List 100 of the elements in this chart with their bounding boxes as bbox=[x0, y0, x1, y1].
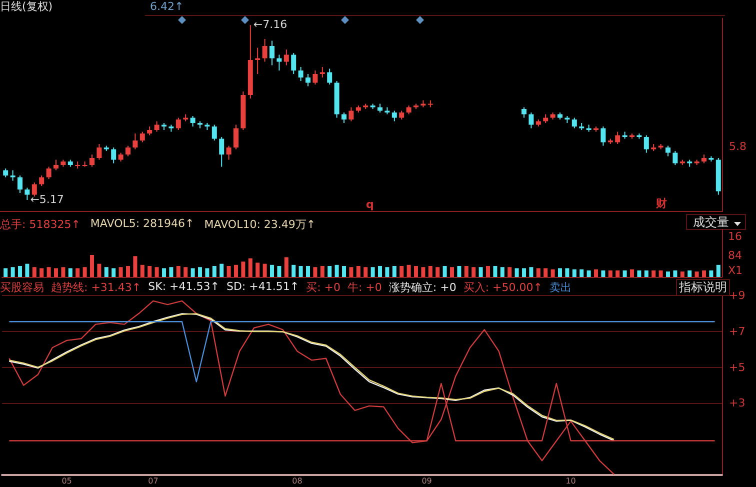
x-tick-label: 07 bbox=[148, 476, 158, 486]
bar bbox=[709, 270, 714, 277]
annotation: 牛: +0 bbox=[347, 280, 382, 295]
bar bbox=[493, 266, 498, 277]
bar bbox=[550, 269, 555, 277]
annotation: 指标说明 bbox=[679, 280, 727, 294]
candlestick bbox=[672, 150, 678, 166]
candlestick bbox=[90, 154, 94, 168]
candlestick bbox=[39, 175, 44, 186]
candlestick bbox=[615, 131, 620, 144]
bar bbox=[601, 270, 606, 277]
bar bbox=[508, 267, 512, 277]
bar bbox=[565, 268, 570, 277]
annotation: 买: +0 bbox=[306, 280, 340, 295]
bar bbox=[464, 266, 468, 277]
bar bbox=[40, 268, 44, 277]
bar bbox=[190, 268, 195, 277]
bar bbox=[572, 269, 576, 277]
bar bbox=[284, 257, 288, 277]
bar bbox=[118, 267, 123, 277]
candlestick bbox=[270, 40, 274, 66]
bar bbox=[421, 267, 426, 277]
bar bbox=[406, 264, 411, 277]
bar bbox=[442, 266, 447, 277]
candlestick bbox=[276, 54, 282, 71]
annotation: 卖出 bbox=[549, 280, 572, 295]
bar bbox=[694, 272, 699, 277]
bar bbox=[472, 267, 476, 277]
candlestick bbox=[140, 131, 145, 143]
bar bbox=[313, 267, 318, 277]
bar bbox=[370, 267, 375, 277]
candlestick bbox=[392, 110, 397, 122]
bar bbox=[176, 266, 180, 277]
text: MAVOL10: 23.49万↑ bbox=[204, 217, 316, 232]
bar bbox=[392, 266, 396, 277]
bar bbox=[378, 266, 382, 277]
bar bbox=[126, 266, 130, 277]
x-tick-label: 09 bbox=[422, 476, 432, 486]
candlestick bbox=[132, 133, 138, 150]
bar bbox=[457, 266, 462, 277]
bar bbox=[349, 267, 354, 277]
bar bbox=[205, 268, 210, 277]
bar bbox=[328, 266, 332, 277]
x-tick-label: 10 bbox=[566, 476, 576, 486]
bar bbox=[162, 268, 166, 277]
bar bbox=[298, 266, 303, 277]
bar bbox=[450, 267, 454, 277]
bar bbox=[385, 267, 390, 277]
bar bbox=[666, 272, 670, 277]
bar bbox=[522, 268, 526, 277]
candlestick bbox=[342, 112, 346, 124]
annotation: SK: +41.53↑ bbox=[148, 280, 220, 295]
candlestick bbox=[46, 166, 52, 180]
bar bbox=[529, 267, 534, 277]
bar bbox=[104, 267, 108, 277]
text: 总手: 518325↑ bbox=[0, 217, 80, 232]
y-tick-label: +3 bbox=[729, 396, 746, 410]
bar bbox=[169, 267, 174, 277]
bar bbox=[716, 264, 720, 277]
candlestick bbox=[126, 145, 130, 157]
bar bbox=[90, 255, 94, 277]
bar bbox=[400, 266, 404, 277]
candlestick bbox=[96, 144, 102, 160]
candlestick bbox=[348, 106, 354, 122]
bar bbox=[630, 269, 634, 277]
candlestick bbox=[312, 70, 318, 85]
bar bbox=[580, 269, 584, 277]
bar bbox=[97, 264, 102, 277]
candlestick bbox=[212, 124, 217, 141]
bar bbox=[220, 264, 224, 277]
candlestick bbox=[327, 68, 332, 85]
bar bbox=[234, 264, 238, 277]
annotation: ←5.17 bbox=[30, 193, 64, 207]
annotation: 涨势确立: +0 bbox=[388, 280, 456, 295]
annotation: 趋势线: +31.43↑ bbox=[51, 280, 142, 295]
candlestick bbox=[306, 74, 310, 87]
bar bbox=[622, 270, 627, 277]
bar bbox=[414, 266, 418, 277]
candlestick bbox=[262, 38, 268, 62]
candlestick bbox=[528, 112, 534, 129]
bar bbox=[334, 264, 339, 277]
candlestick bbox=[219, 136, 224, 168]
candlestick bbox=[54, 159, 58, 171]
candlestick bbox=[298, 66, 304, 82]
bar bbox=[241, 262, 246, 277]
candlestick bbox=[10, 170, 16, 182]
bar bbox=[320, 266, 324, 277]
bar bbox=[248, 258, 252, 277]
bar bbox=[644, 270, 648, 277]
bar bbox=[688, 270, 692, 277]
bar bbox=[4, 268, 8, 277]
candlestick bbox=[284, 49, 289, 66]
text: 6.42↑ bbox=[150, 0, 184, 14]
text: MAVOL5: 281946↑ bbox=[90, 217, 194, 232]
bar bbox=[46, 267, 51, 277]
bar bbox=[68, 268, 72, 277]
bar bbox=[536, 268, 540, 277]
bar bbox=[112, 268, 116, 277]
annotation: SD: +41.51↑ bbox=[226, 280, 300, 295]
candlestick bbox=[291, 52, 296, 74]
